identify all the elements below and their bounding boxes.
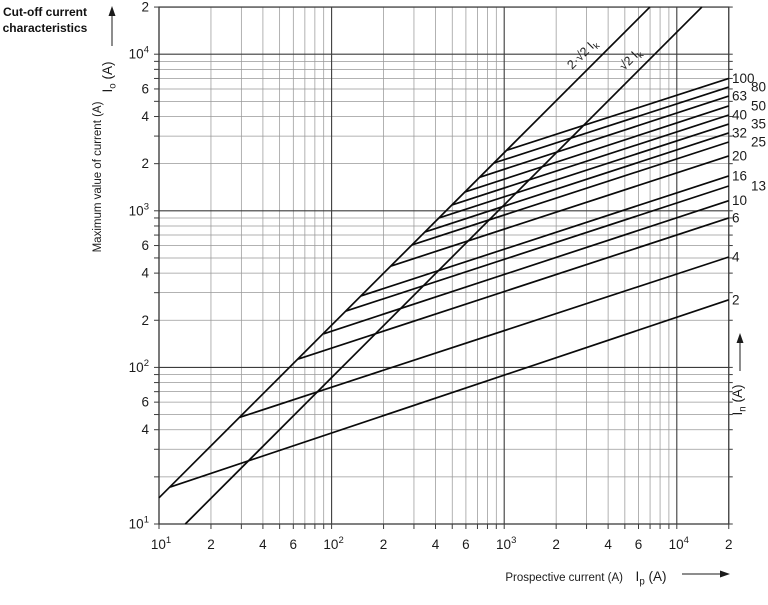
tick-marks [154, 6, 733, 529]
curve-in-63 [479, 95, 730, 178]
curve-in-16 [360, 175, 730, 297]
in-label-25: 25 [751, 135, 766, 150]
in-label-20: 20 [732, 148, 747, 163]
grid-minor [159, 6, 730, 524]
x-axis-symbol: Ip (A) [636, 569, 667, 588]
reference-line-label-sqrt2: √2 Ik [616, 45, 646, 75]
y-tick-label: 6 [141, 395, 149, 410]
x-tick-label: 4 [604, 537, 612, 552]
right-axis-arrowhead-icon [736, 333, 744, 343]
y-tick-label: 6 [141, 238, 149, 253]
y-tick-label: 101 [129, 515, 149, 532]
y-tick-label: 4 [141, 266, 149, 281]
curve-in-13 [345, 185, 730, 312]
y-tick-label: 4 [141, 109, 149, 124]
in-label-4: 4 [732, 249, 740, 264]
x-tick-label: 6 [635, 537, 643, 552]
x-tick-label: 4 [259, 537, 267, 552]
x-tick-label: 4 [432, 537, 440, 552]
x-tick-label: 103 [496, 535, 516, 552]
curve-in-20 [390, 155, 730, 267]
in-label-10: 10 [732, 193, 747, 208]
in-label-6: 6 [732, 210, 740, 225]
y-tick-label: 2 [141, 313, 149, 328]
y-axis-title: Maximum value of current (A) [92, 101, 104, 252]
x-tick-label: 2 [207, 537, 215, 552]
x-tick-labels: 101 2 4 6 102 2 4 6 103 2 4 6 104 2 [151, 535, 733, 552]
y-tick-label: 102 [129, 358, 149, 375]
y-tick-label: 2 [141, 0, 149, 15]
y-tick-label: 104 [129, 45, 149, 62]
in-label-50: 50 [751, 98, 766, 113]
y-axis-arrowhead-icon [108, 6, 116, 16]
right-axis-symbol: In (A) [730, 385, 749, 416]
curve-in-40 [451, 114, 730, 206]
reference-line-sqrt2 [184, 6, 703, 525]
curve-in-32 [424, 132, 730, 233]
chart-title: Cut-off current characteristics [2, 5, 88, 36]
y-tick-label: 4 [141, 422, 149, 437]
x-tick-label: 2 [725, 537, 733, 552]
in-label-35: 35 [751, 117, 766, 132]
x-tick-label: 2 [552, 537, 560, 552]
reference-line-2sqrt2 [158, 6, 651, 499]
x-tick-label: 2 [380, 537, 388, 552]
x-tick-label: 6 [462, 537, 470, 552]
in-label-2: 2 [732, 292, 740, 307]
curve-in-35 [438, 123, 730, 219]
in-label-100: 100 [732, 71, 755, 86]
in-label-16: 16 [732, 168, 747, 183]
in-label-63: 63 [732, 89, 747, 104]
curve-in-25 [411, 141, 730, 246]
curve-in-10 [323, 199, 730, 335]
curve-in-50 [464, 105, 730, 193]
curve-in-4 [239, 256, 730, 419]
x-tick-label: 104 [669, 535, 689, 552]
x-tick-label: 102 [323, 535, 343, 552]
x-axis-title: Prospective current (A) [505, 572, 623, 584]
curve-in-100 [506, 77, 730, 151]
in-label-40: 40 [732, 108, 747, 123]
curve-in-80 [493, 86, 730, 164]
curves [158, 6, 730, 525]
curve-in-2 [169, 299, 730, 488]
y-axis-symbol: Io (A) [100, 62, 119, 93]
y-tick-label: 2 [141, 156, 149, 171]
plot-border [158, 6, 730, 525]
in-label-80: 80 [751, 80, 766, 95]
x-tick-label: 101 [151, 535, 171, 552]
x-tick-label: 6 [290, 537, 298, 552]
y-tick-label: 103 [129, 201, 149, 218]
in-label-13: 13 [751, 179, 766, 194]
x-axis-arrowhead-icon [720, 570, 730, 578]
in-label-32: 32 [732, 125, 747, 140]
y-tick-labels: 2 104 6 4 2 103 6 4 2 102 6 4 101 [129, 0, 150, 532]
curve-in-6 [297, 217, 730, 360]
y-tick-label: 6 [141, 81, 149, 96]
